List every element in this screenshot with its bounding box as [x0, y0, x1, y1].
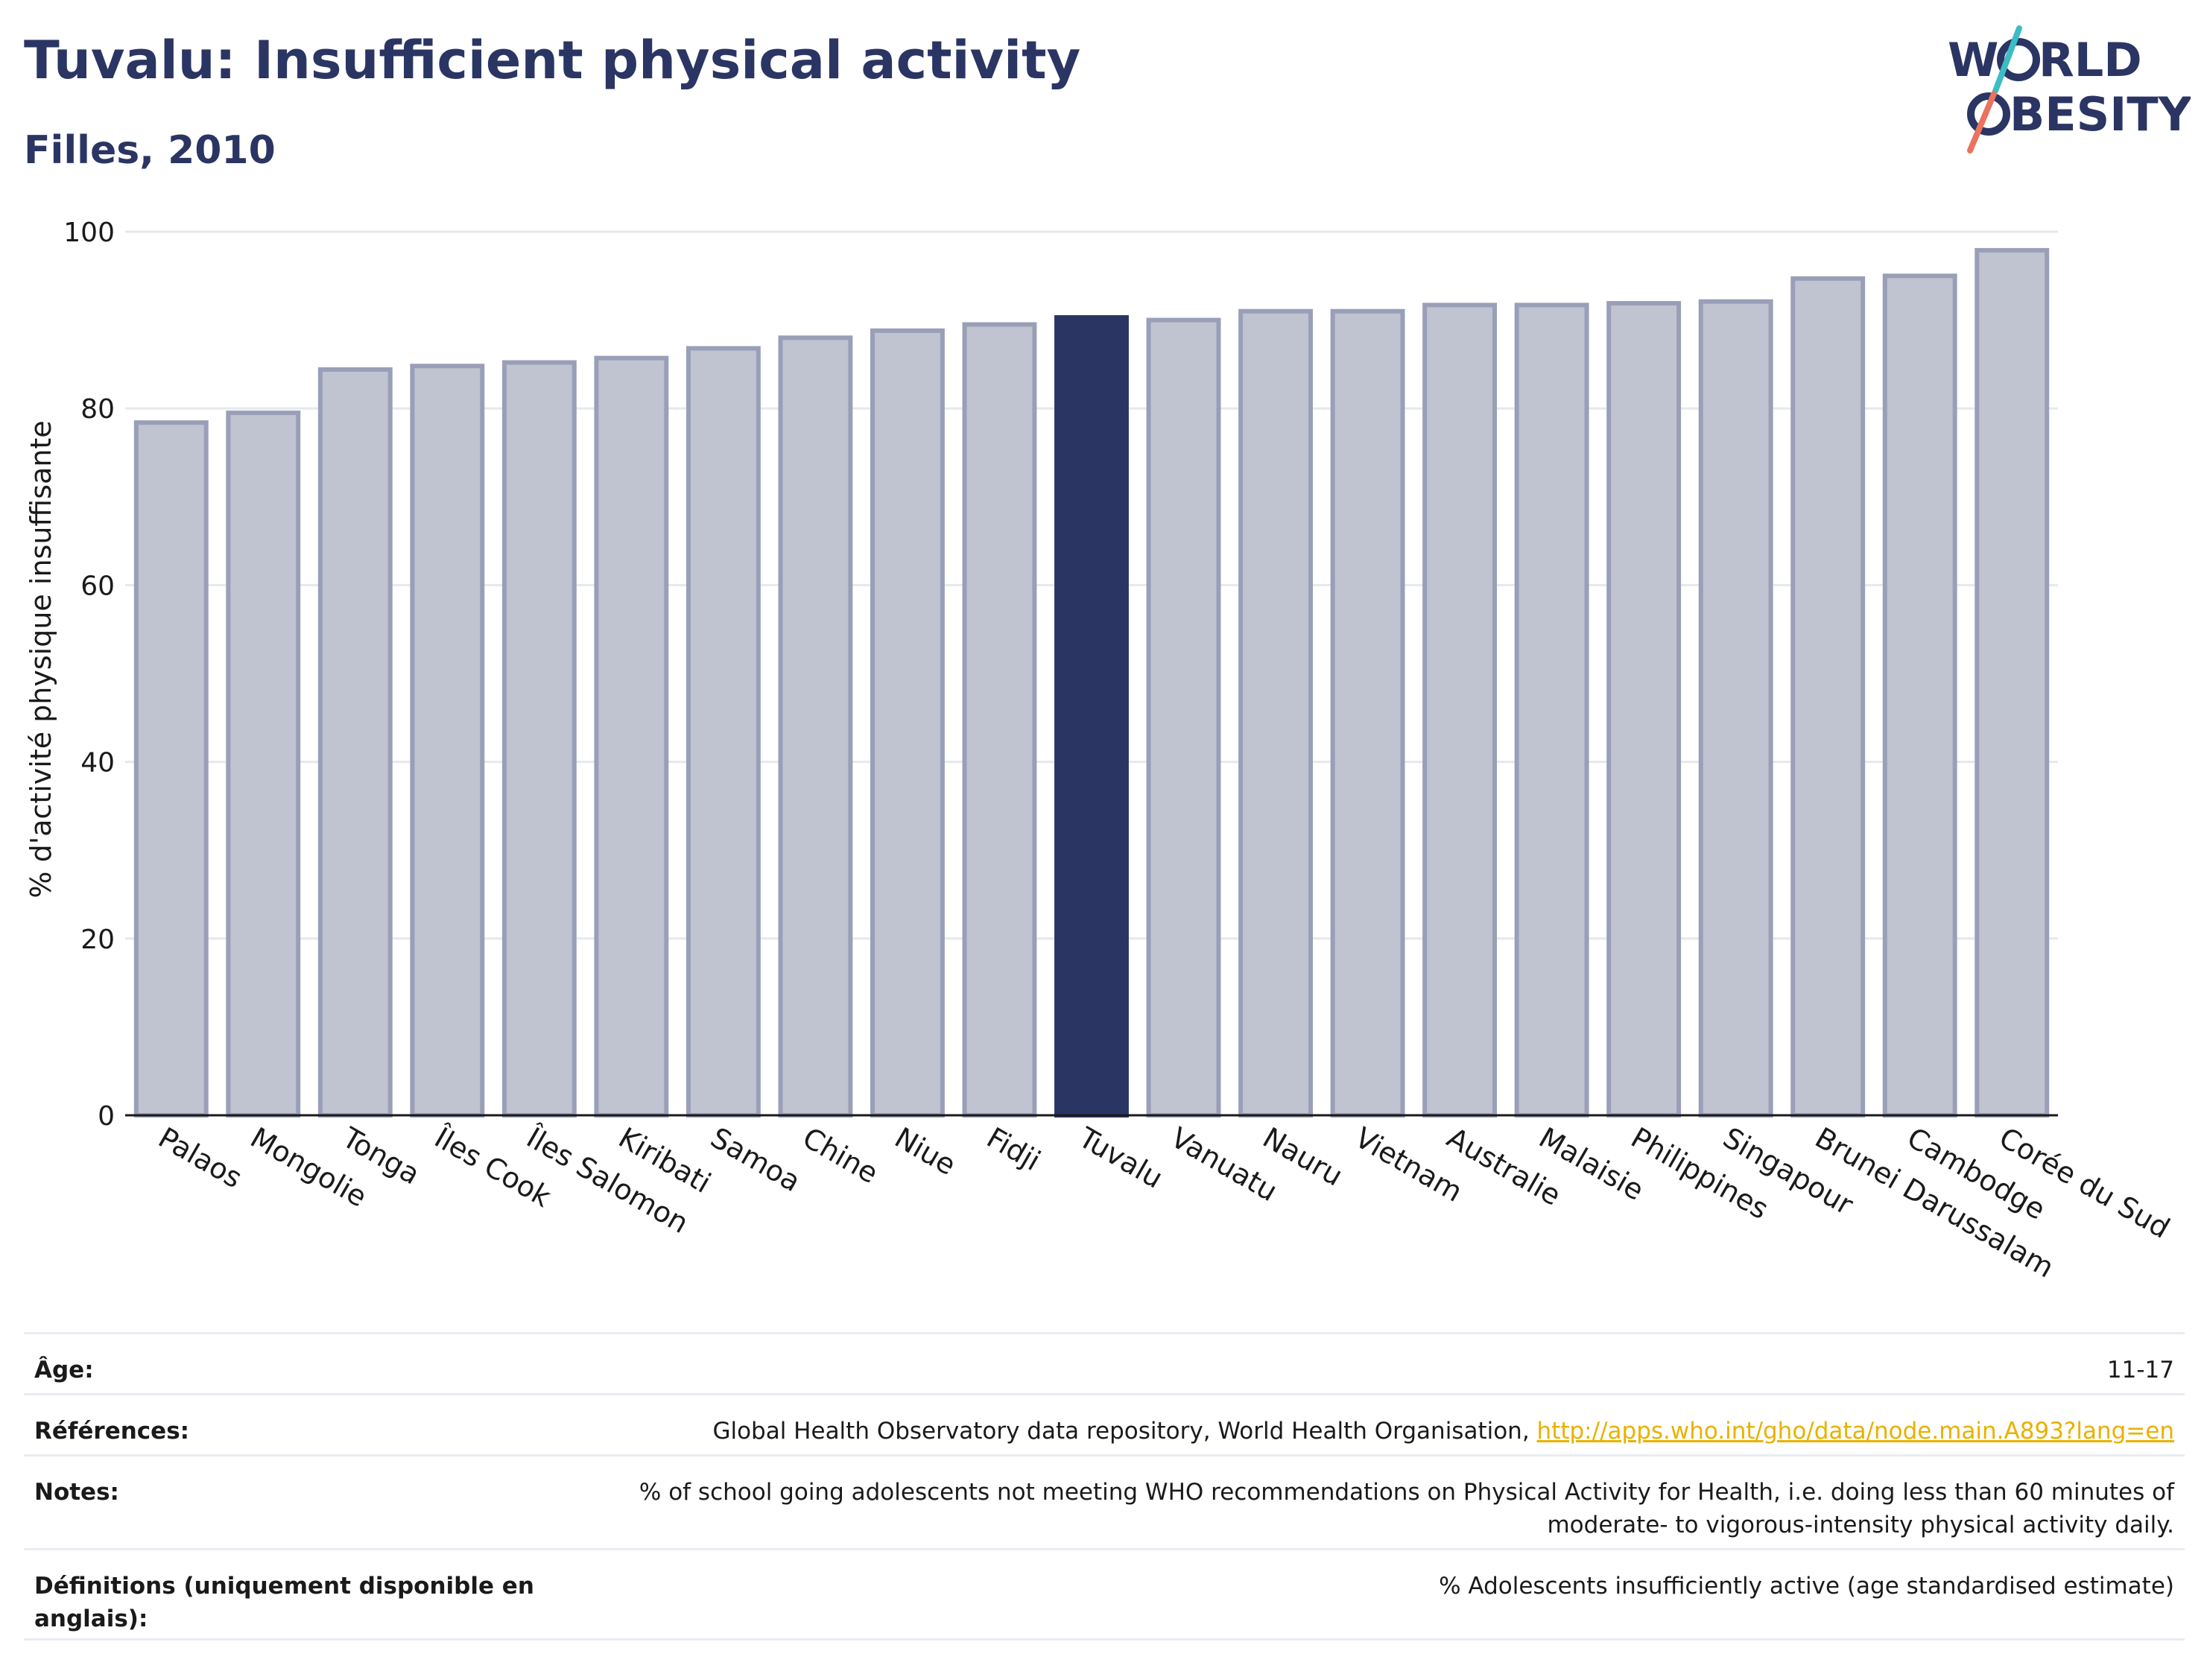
- x-tick-label: Chine: [797, 1121, 884, 1190]
- definitions-label-line-2: anglais):: [34, 1605, 148, 1632]
- y-tick-label: 0: [98, 1101, 115, 1132]
- age-label: Âge:: [34, 1357, 94, 1383]
- y-tick-label: 20: [80, 925, 115, 955]
- bar: [226, 411, 301, 1118]
- x-tick-label: Tuvalu: [1073, 1120, 1168, 1195]
- bar: [1238, 308, 1313, 1118]
- bar: [1330, 308, 1405, 1118]
- page-title: Tuvalu: Insufficient physical activity: [24, 30, 1081, 91]
- x-tick-label: Fidji: [981, 1121, 1046, 1178]
- bar: [685, 346, 761, 1118]
- bar: [317, 367, 393, 1118]
- bar: [1975, 247, 2050, 1118]
- bars: [133, 247, 2050, 1118]
- bar: [1514, 302, 1589, 1118]
- meta-row-definitions: Définitions (uniquement disponible en ang…: [24, 1548, 2185, 1641]
- bar: [1882, 273, 1957, 1118]
- meta-row-age: Âge: 11-17: [24, 1332, 2185, 1393]
- definitions-value: % Adolescents insufficiently active (age…: [1439, 1573, 2174, 1600]
- bar: [1698, 299, 1773, 1118]
- page-subtitle: Filles, 2010: [24, 128, 276, 173]
- references-text: Global Health Observatory data repositor…: [712, 1418, 1537, 1445]
- bar: [1146, 317, 1221, 1118]
- notes-line-2: moderate- to vigorous-intensity physical…: [1547, 1512, 2174, 1538]
- x-tick-label: Niue: [889, 1121, 961, 1182]
- references-link[interactable]: http://apps.who.int/gho/data/node.main.A…: [1536, 1418, 2174, 1445]
- y-axis-label: % d'activité physique insuffisante: [25, 420, 57, 898]
- bar: [410, 364, 485, 1118]
- world-obesity-logo: W RLD BESITY: [1948, 25, 2191, 153]
- y-tick-label: 40: [80, 748, 115, 779]
- notes-label: Notes:: [34, 1479, 119, 1506]
- bar: [962, 322, 1037, 1118]
- bar: [1790, 276, 1866, 1118]
- bar: [501, 360, 577, 1118]
- notes-line-1: % of school going adolescents not meetin…: [639, 1479, 2174, 1506]
- references-value: Global Health Observatory data repositor…: [556, 1415, 2174, 1448]
- y-tick-labels: 0 20 40 60 80 100: [63, 218, 115, 1132]
- meta-row-notes: Notes: % of school going adolescents not…: [24, 1454, 2185, 1548]
- svg-text:RLD: RLD: [2039, 33, 2142, 87]
- bar: [594, 355, 669, 1118]
- x-tick-label: Palaos: [153, 1121, 247, 1195]
- notes-value: % of school going adolescents not meetin…: [556, 1476, 2174, 1541]
- svg-text:BESITY: BESITY: [2010, 87, 2191, 142]
- y-tick-label: 60: [80, 571, 115, 601]
- x-tick-label: Samoa: [705, 1121, 805, 1199]
- age-value: 11-17: [2106, 1357, 2174, 1383]
- y-tick-label: 100: [63, 218, 115, 248]
- bar: [133, 420, 209, 1118]
- bar: [778, 335, 853, 1118]
- metadata-table: Âge: 11-17 Références: Global Health Obs…: [24, 1332, 2185, 1641]
- meta-row-references: Références: Global Health Observatory da…: [24, 1393, 2185, 1454]
- svg-text:W: W: [1948, 33, 1998, 87]
- x-tick-label: Vanuatu: [1165, 1121, 1283, 1208]
- references-label: Références:: [34, 1418, 190, 1445]
- definitions-label-line-1: Définitions (uniquement disponible en: [34, 1573, 534, 1600]
- definitions-label: Définitions (uniquement disponible en ang…: [34, 1570, 556, 1635]
- bar: [1606, 301, 1682, 1118]
- bar-highlighted: [1054, 315, 1129, 1118]
- y-tick-label: 80: [80, 394, 115, 425]
- bar: [870, 328, 945, 1118]
- bar: [1422, 302, 1498, 1118]
